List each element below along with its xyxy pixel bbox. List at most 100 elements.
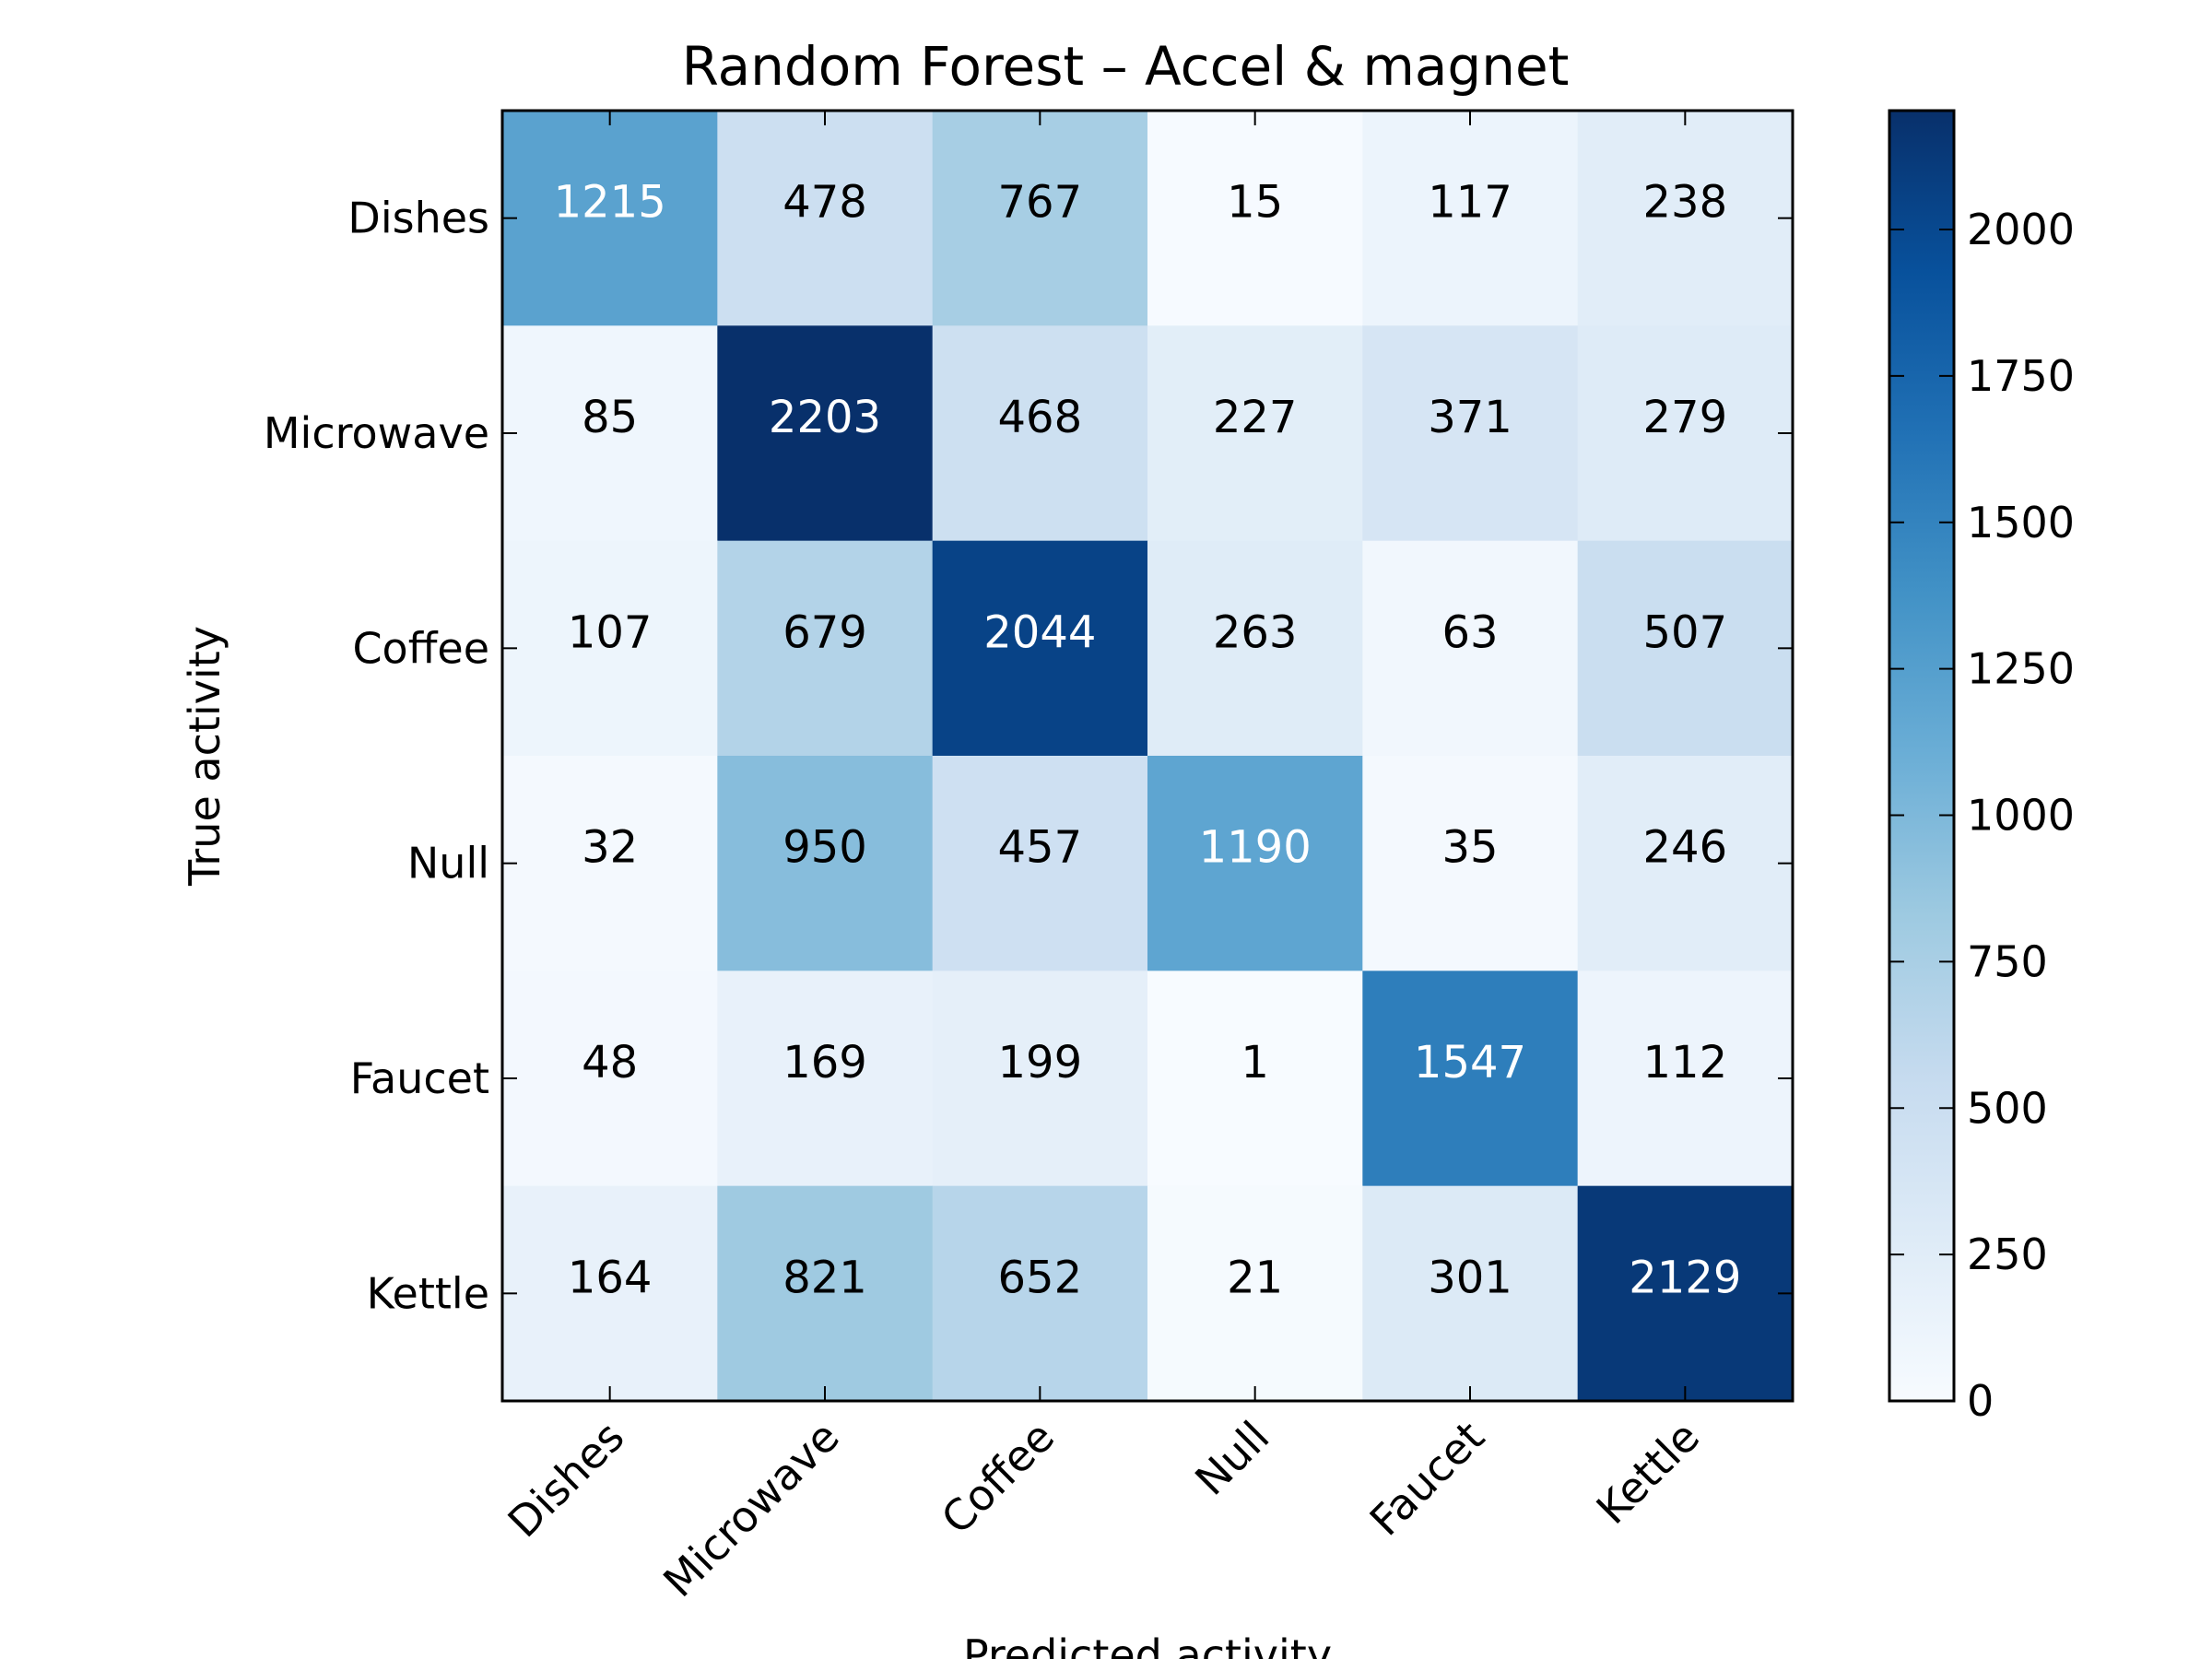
cell-value-label: 679 <box>782 606 867 658</box>
chart-title: Random Forest – Accel & magnet <box>682 35 1570 98</box>
heatmap-cell <box>1147 756 1363 971</box>
heatmap-cell <box>502 971 718 1187</box>
colorbar-tick-label: 2000 <box>1967 205 2075 254</box>
cell-value-label: 164 <box>568 1252 653 1303</box>
heatmap-cell <box>932 111 1148 326</box>
cell-value-label: 371 <box>1428 392 1512 443</box>
heatmap-cell <box>1147 111 1363 326</box>
heatmap-cell <box>717 756 934 971</box>
plot-frame <box>500 109 1794 1403</box>
heatmap-cell <box>1362 971 1579 1187</box>
cell-value-label: 507 <box>1643 606 1728 658</box>
cell-value-label: 457 <box>998 822 1083 874</box>
x-tick-label: Coffee <box>932 1412 1064 1544</box>
cell-value-label: 821 <box>782 1252 867 1303</box>
heatmap-cell <box>717 1185 934 1402</box>
x-tick-label: Microwave <box>653 1412 849 1607</box>
y-tick-label: Kettle <box>367 1268 489 1318</box>
heatmap-cell <box>1577 111 1794 326</box>
cell-value-label: 21 <box>1227 1252 1283 1303</box>
cell-value-label: 279 <box>1643 392 1728 443</box>
cell-value-label: 107 <box>568 606 653 658</box>
heatmap-cell <box>1147 1185 1363 1402</box>
heatmap-cell <box>1362 756 1579 971</box>
colorbar <box>1888 109 1956 1403</box>
heatmap-cell <box>502 540 718 757</box>
heatmap-cell <box>1577 1185 1794 1402</box>
cell-value-label: 1215 <box>554 177 666 229</box>
cell-value-label: 238 <box>1643 177 1728 229</box>
cell-value-label: 468 <box>998 392 1083 443</box>
colorbar-tick-label: 250 <box>1967 1230 2048 1279</box>
cell-value-label: 246 <box>1643 822 1728 874</box>
colorbar-tick-label: 1250 <box>1967 644 2075 694</box>
x-tick-label: Faucet <box>1360 1412 1494 1546</box>
heatmap-cell <box>717 540 934 757</box>
cell-value-label: 112 <box>1643 1037 1728 1088</box>
cell-value-label: 301 <box>1428 1252 1512 1303</box>
colorbar-tick-label: 500 <box>1967 1083 2048 1133</box>
colorbar-tick-label: 1000 <box>1967 791 2075 841</box>
heatmap-cell <box>1362 540 1579 757</box>
cell-value-label: 767 <box>998 177 1083 229</box>
cell-value-label: 48 <box>582 1037 638 1088</box>
heatmap-cell <box>502 111 718 326</box>
cell-value-label: 15 <box>1227 177 1283 229</box>
colorbar-tick-label: 0 <box>1967 1376 1994 1426</box>
cell-value-label: 1547 <box>1414 1037 1526 1088</box>
heatmap-cell <box>502 756 718 971</box>
cell-value-label: 35 <box>1441 822 1498 874</box>
y-tick-label: Null <box>407 839 489 888</box>
cell-value-label: 263 <box>1213 606 1298 658</box>
heatmap-cell <box>1362 1185 1579 1402</box>
cell-value-labels: 1215 478 767 15 117 238 85 2203 468 227 371 279 107 6… <box>554 177 1742 1304</box>
cell-value-label: 63 <box>1441 606 1498 658</box>
heatmap-cell <box>932 325 1148 542</box>
y-tick-label: Faucet <box>350 1053 489 1103</box>
cell-value-label: 199 <box>998 1037 1083 1088</box>
cell-value-label: 2203 <box>769 392 881 443</box>
heatmap-cell <box>1577 971 1794 1187</box>
y-tick-label: Coffee <box>352 623 489 673</box>
heatmap-cell <box>1577 756 1794 971</box>
x-tick-label: Dishes <box>499 1412 634 1547</box>
cell-value-label: 85 <box>582 392 638 443</box>
cell-value-label: 117 <box>1428 177 1512 229</box>
y-tick-label: Microwave <box>264 408 489 458</box>
colorbar-tick-label: 1500 <box>1967 498 2075 547</box>
heatmap-cell <box>932 540 1148 757</box>
heatmap-cell <box>717 111 934 326</box>
heatmap-cell <box>1147 971 1363 1187</box>
cell-value-label: 227 <box>1213 392 1298 443</box>
cell-value-label: 1190 <box>1199 822 1312 874</box>
heatmap-cells <box>502 111 1794 1402</box>
heatmap-cell <box>932 756 1148 971</box>
heatmap-cell <box>502 1185 718 1402</box>
colorbar-tick-label: 1750 <box>1967 351 2075 401</box>
heatmap-cell <box>717 971 934 1187</box>
cell-value-label: 478 <box>782 177 867 229</box>
axis-ticks <box>502 111 1793 1401</box>
x-tick-label: Null <box>1185 1412 1278 1505</box>
heatmap-cell <box>1147 540 1363 757</box>
cell-value-label: 1 <box>1241 1037 1269 1088</box>
cell-value-label: 2044 <box>983 606 1096 658</box>
cell-value-label: 169 <box>782 1037 867 1088</box>
heatmap-cell <box>1362 325 1579 542</box>
x-tick-labels: Dishes Microwave Coffee Null Faucet Kettle <box>499 1412 1709 1607</box>
colorbar-ticks: 0 250 500 750 1000 1250 1500 1750 2000 <box>1889 205 2075 1426</box>
colorbar-tick-label: 750 <box>1967 936 2048 986</box>
cell-value-label: 652 <box>998 1252 1083 1303</box>
cell-value-label: 32 <box>582 822 638 874</box>
x-tick-label: Kettle <box>1587 1412 1709 1534</box>
heatmap-cell <box>1147 325 1363 542</box>
heatmap-cell <box>1577 325 1794 542</box>
y-tick-label: Dishes <box>347 194 489 243</box>
heatmap-cell <box>502 325 718 542</box>
heatmap-cell <box>717 325 934 542</box>
cell-value-label: 950 <box>782 822 867 874</box>
heatmap-cell <box>1577 540 1794 757</box>
cell-value-label: 2129 <box>1629 1252 1741 1303</box>
heatmap-cell <box>932 1185 1148 1402</box>
